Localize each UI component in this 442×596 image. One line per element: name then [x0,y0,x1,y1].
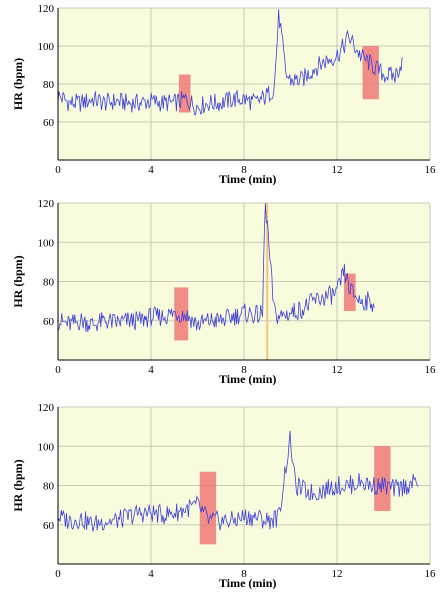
chart-panel-2: 0 4 8 12 16 60 80 100 120 Time (min) HR (bpm) [11,198,436,386]
y-tick-label: 120 [38,198,55,210]
x-tick-label: 4 [148,364,154,376]
y-tick-label: 60 [43,316,55,328]
x-tick-label: 8 [241,568,247,580]
y-tick-label: 60 [43,520,55,532]
y-tick-label: 120 [38,402,55,414]
chart-panel-1: 0 4 8 12 16 60 80 100 120 Time (min) HR (bpm) [11,3,436,186]
x-tick-label: 4 [148,568,154,580]
y-tick-label: 100 [38,237,55,249]
highlight-region [178,74,191,113]
hr-series-line [57,9,403,116]
x-tick-label: 0 [55,568,61,580]
hr-series-line [57,202,375,333]
y-axis-label: HR (bpm) [11,58,25,110]
highlight-region [199,471,217,545]
x-axis-label: Time (min) [219,372,276,386]
highlight-region [174,287,189,341]
x-tick-label: 4 [148,164,154,176]
y-tick-label: 120 [38,3,55,15]
x-axis-label: Time (min) [219,576,276,590]
x-tick-label: 16 [425,164,437,176]
chart-panel-3: 0 4 8 12 16 60 80 100 120 Time (min) HR (bpm) [11,402,436,590]
x-tick-label: 0 [55,164,61,176]
y-tick-label: 60 [43,117,55,129]
y-tick-label: 80 [43,481,55,493]
y-axis-label: HR (bpm) [11,459,25,511]
y-axis-label: HR (bpm) [11,255,25,307]
x-axis-label: Time (min) [219,172,276,186]
x-tick-label: 12 [332,164,343,176]
x-tick-label: 12 [332,364,343,376]
y-tick-label: 80 [43,277,55,289]
x-tick-label: 16 [425,568,437,580]
y-tick-label: 100 [38,41,55,53]
highlight-region [362,46,379,100]
x-tick-label: 0 [55,364,61,376]
y-tick-label: 80 [43,79,55,91]
x-tick-label: 8 [241,164,247,176]
y-tick-label: 100 [38,441,55,453]
hr-series-line [57,430,419,532]
x-tick-label: 12 [332,568,343,580]
x-tick-label: 8 [241,364,247,376]
x-tick-label: 16 [425,364,437,376]
